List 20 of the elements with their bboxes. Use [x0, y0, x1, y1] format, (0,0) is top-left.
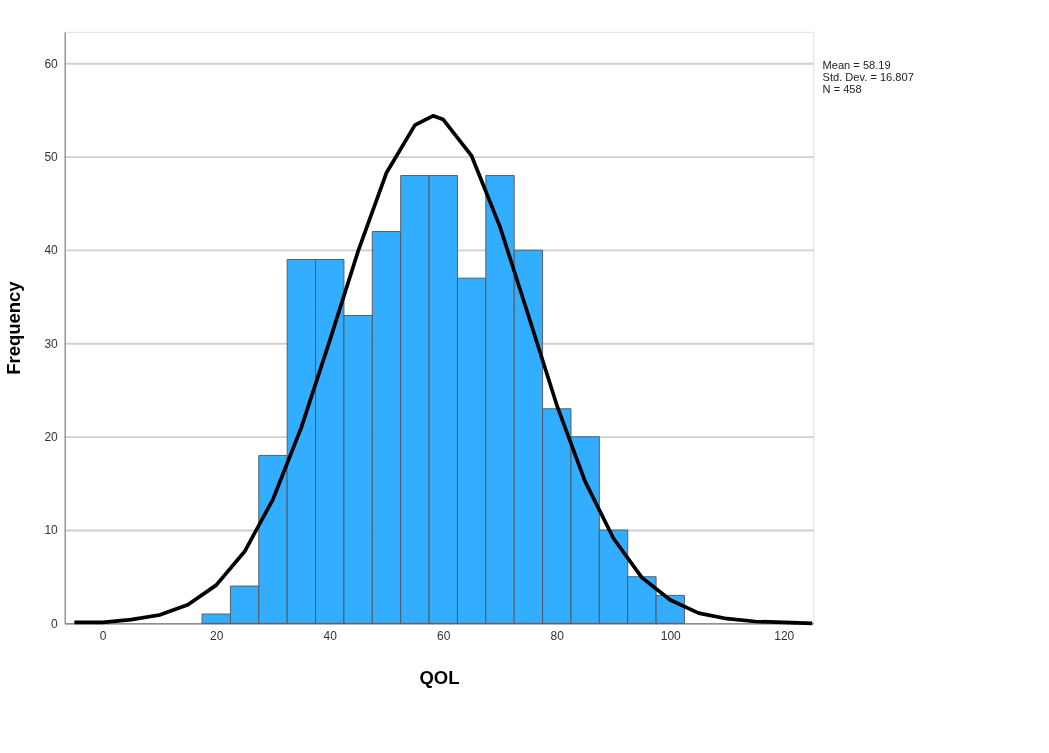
x-tick-label: 0 [99, 629, 107, 644]
x-tick-label: 60 [437, 629, 451, 644]
y-tick-label: 60 [44, 56, 59, 71]
line-series [72, 113, 815, 626]
y-tick-label: 20 [44, 429, 59, 444]
x-tick-label: 100 [660, 629, 682, 644]
x-tick-label: 80 [550, 629, 565, 644]
y-tick-label: 0 [51, 616, 59, 631]
y-tick-label: 30 [44, 336, 59, 351]
text: N = 458 [822, 82, 862, 95]
text: Std. Dev. = 16.807 [822, 70, 914, 83]
x-tick-label: 40 [323, 629, 338, 644]
x-tick-label: 120 [774, 629, 795, 644]
y-axis-title: Frequency [3, 280, 25, 375]
x-axis-title: QOL [419, 666, 460, 688]
x-tick-label: 20 [210, 629, 224, 644]
y-tick-label: 10 [44, 523, 59, 538]
y-tick-label: 40 [44, 243, 59, 258]
y-tick-label: 50 [44, 150, 59, 165]
text: Mean = 58.19 [822, 58, 891, 71]
